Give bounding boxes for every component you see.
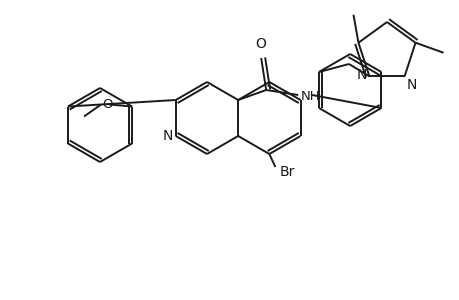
Text: O: O xyxy=(101,98,112,111)
Text: N: N xyxy=(162,129,173,143)
Text: Br: Br xyxy=(279,165,294,179)
Text: N: N xyxy=(406,78,416,92)
Text: NH: NH xyxy=(301,91,320,103)
Text: O: O xyxy=(255,37,266,51)
Text: N: N xyxy=(356,68,367,82)
